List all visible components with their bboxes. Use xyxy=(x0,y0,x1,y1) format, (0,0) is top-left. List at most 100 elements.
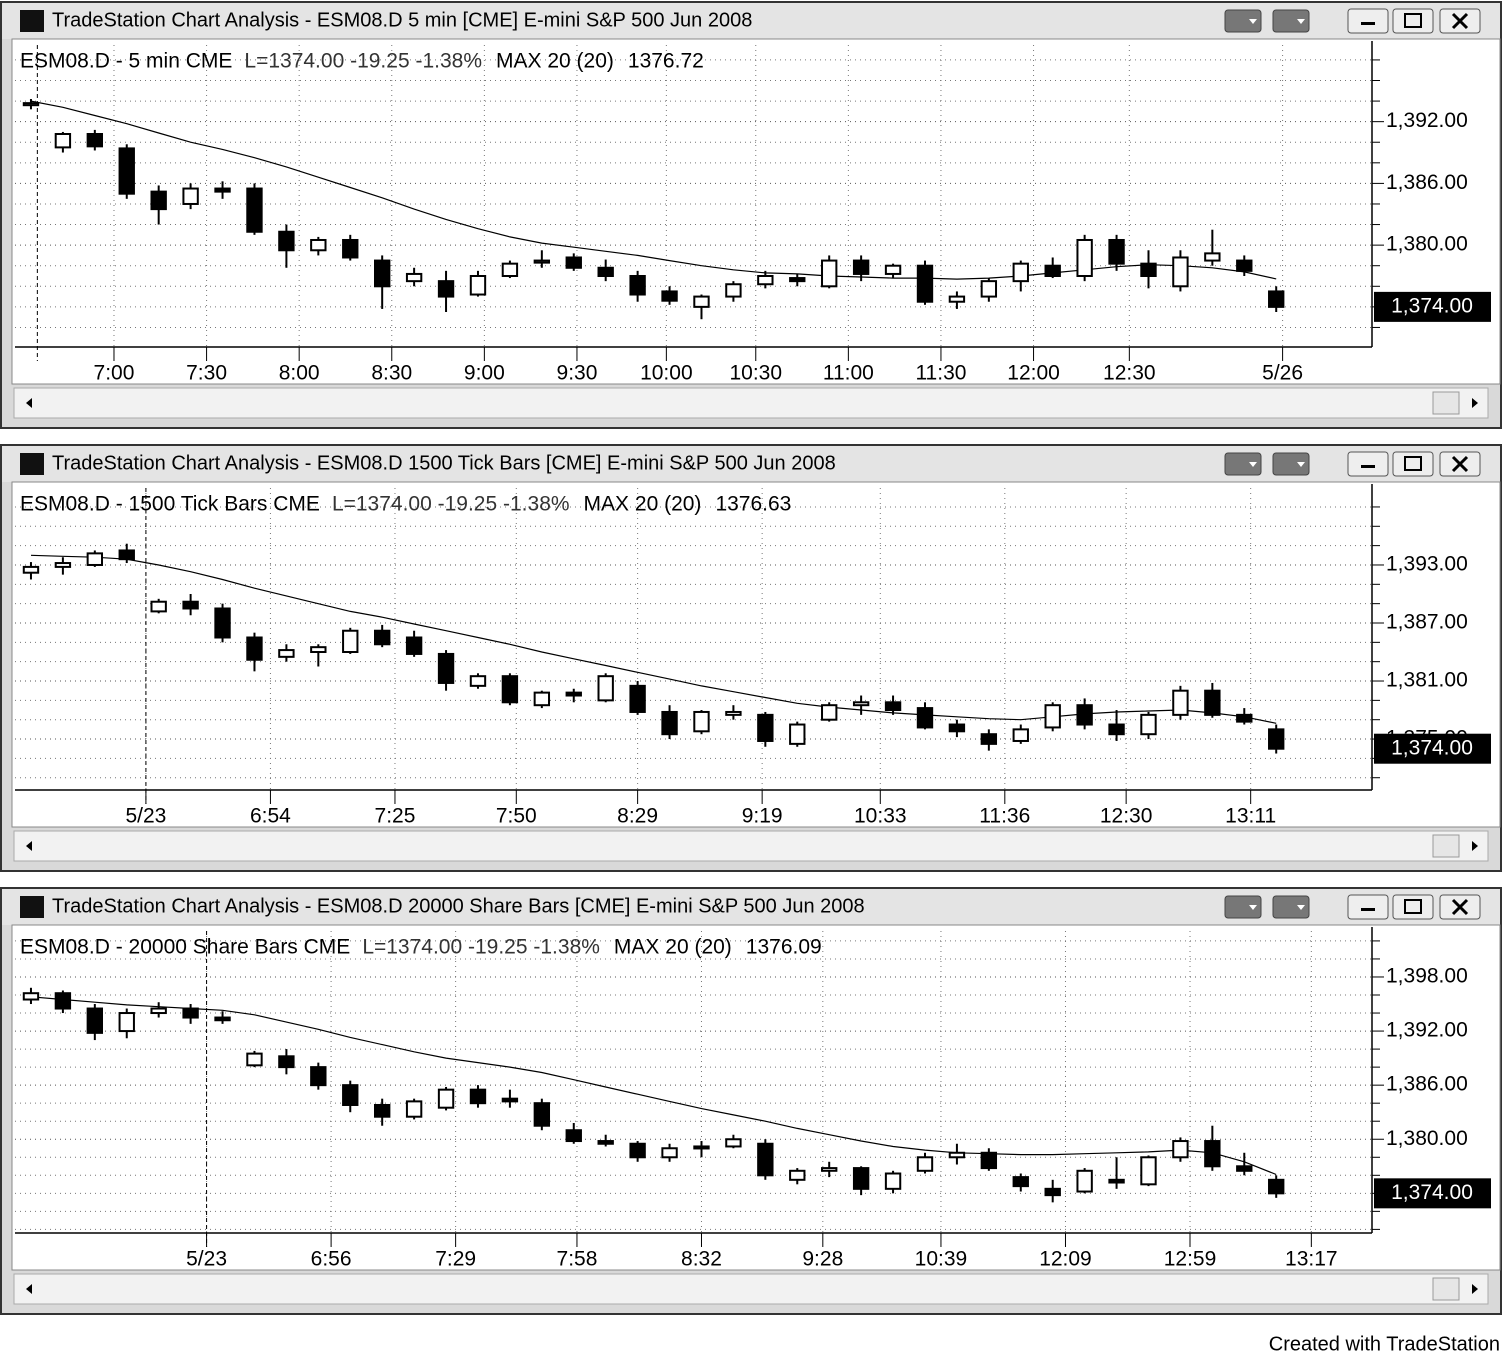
x-tick-label: 12:59 xyxy=(1164,1248,1217,1271)
scroll-thumb[interactable] xyxy=(1432,391,1460,415)
candle-body xyxy=(469,1088,487,1105)
candle-body xyxy=(1236,713,1253,723)
candle-body xyxy=(501,262,519,278)
window-button[interactable] xyxy=(1347,451,1389,477)
candle-body xyxy=(1172,256,1189,288)
candle-body xyxy=(214,1016,231,1022)
window-button[interactable] xyxy=(1392,451,1434,477)
candle-body xyxy=(757,275,774,286)
candle-body xyxy=(182,187,199,205)
candle-body xyxy=(725,1138,742,1148)
scroll-thumb[interactable] xyxy=(1432,834,1460,858)
candle-body xyxy=(86,1007,104,1034)
x-tick-label: 10:30 xyxy=(729,362,782,385)
legend-symbol: ESM08.D - 20000 Share Bars CME xyxy=(20,936,350,959)
scrollbar[interactable] xyxy=(13,387,1489,419)
candle-body xyxy=(948,723,966,733)
y-tick-label: 1,380.00 xyxy=(1386,233,1468,256)
candle-body xyxy=(852,1167,870,1190)
toolbar-button[interactable] xyxy=(1272,895,1310,919)
candle-body xyxy=(852,259,870,275)
candle-body xyxy=(22,102,40,107)
toolbar-button[interactable] xyxy=(1224,9,1262,33)
candle-body xyxy=(214,187,231,193)
candle-body xyxy=(54,562,72,568)
scrollbar[interactable] xyxy=(13,1273,1489,1305)
plot-panel xyxy=(11,38,1501,385)
window-icon xyxy=(20,10,44,32)
candle-body xyxy=(693,295,710,308)
toolbar-button[interactable] xyxy=(1272,9,1310,33)
candle-body xyxy=(661,290,678,302)
candle-body xyxy=(565,1129,582,1143)
candle-body xyxy=(342,629,359,654)
candle-body xyxy=(182,600,199,610)
toolbar-button[interactable] xyxy=(1224,895,1262,919)
x-tick-label: 12:30 xyxy=(1103,362,1156,385)
candle-body xyxy=(789,1169,806,1181)
chart-window: TradeStation Chart Analysis - ESM08.D 20… xyxy=(0,887,1502,1315)
window-button[interactable] xyxy=(1347,894,1389,920)
last-price-label: 1,374.00 xyxy=(1391,736,1473,759)
candle-body xyxy=(86,133,104,148)
candle-body xyxy=(118,1012,135,1033)
candle-body xyxy=(374,1103,391,1118)
scroll-right[interactable] xyxy=(1472,398,1478,408)
candle-body xyxy=(1268,728,1285,750)
candle-body xyxy=(533,691,551,707)
candle-body xyxy=(182,1007,199,1019)
x-tick-label: 7:58 xyxy=(557,1248,598,1271)
x-tick-label: 5/23 xyxy=(186,1248,227,1271)
candle-body xyxy=(565,691,582,697)
moving-average xyxy=(30,100,1277,280)
scroll-left[interactable] xyxy=(26,1284,32,1294)
x-tick-label: 8:29 xyxy=(617,805,658,828)
candle-body xyxy=(22,565,40,574)
candle-body xyxy=(1044,704,1061,729)
x-tick-label: 11:36 xyxy=(979,805,1030,828)
window-button[interactable] xyxy=(1392,894,1434,920)
window-title: TradeStation Chart Analysis - ESM08.D 5 … xyxy=(52,9,752,31)
window-button[interactable] xyxy=(1392,8,1434,34)
candle-body xyxy=(916,707,934,729)
legend-study-value: 1376.09 xyxy=(746,936,822,959)
x-tick-label: 11:00 xyxy=(823,362,874,385)
scroll-thumb[interactable] xyxy=(1432,1277,1460,1301)
scroll-right[interactable] xyxy=(1472,841,1478,851)
min-icon xyxy=(1361,465,1375,468)
candle-body xyxy=(1172,1140,1189,1159)
candle-body xyxy=(374,259,391,288)
candle-body xyxy=(916,1156,934,1172)
window-button[interactable] xyxy=(1347,8,1389,34)
toolbar-button[interactable] xyxy=(1272,452,1310,476)
x-tick-label: 8:32 xyxy=(681,1248,722,1271)
min-icon xyxy=(1361,908,1375,911)
candle-body xyxy=(629,684,646,713)
scroll-right[interactable] xyxy=(1472,1284,1478,1294)
close-icon xyxy=(1451,898,1469,916)
scroll-left[interactable] xyxy=(26,398,32,408)
close-icon xyxy=(1451,12,1469,30)
scrollbar[interactable] xyxy=(13,830,1489,862)
candle-body xyxy=(1108,723,1125,736)
candle-body xyxy=(757,1142,774,1177)
y-tick-label: 1,386.00 xyxy=(1386,1073,1468,1096)
scroll-left[interactable] xyxy=(26,841,32,851)
candle-body xyxy=(246,1052,263,1067)
candle-body xyxy=(405,1100,423,1118)
candle-body xyxy=(821,1167,838,1172)
candle-body xyxy=(597,1140,614,1145)
candle-body xyxy=(405,636,423,655)
min-icon xyxy=(1361,22,1375,25)
button-arrow xyxy=(1249,905,1257,910)
x-tick-label: 5/26 xyxy=(1262,362,1303,385)
toolbar-button[interactable] xyxy=(1224,452,1262,476)
candle-body xyxy=(948,1151,966,1159)
max-icon xyxy=(1404,899,1422,914)
candle-body xyxy=(118,147,135,195)
last-price-label: 1,374.00 xyxy=(1391,294,1473,317)
x-tick-label: 8:30 xyxy=(371,362,412,385)
candle-body xyxy=(1204,1140,1221,1168)
candle-body xyxy=(821,259,838,288)
